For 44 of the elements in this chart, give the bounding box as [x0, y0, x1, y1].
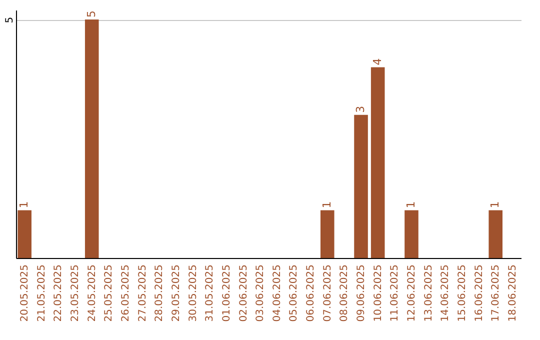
x-tick-label: 18.06.2025	[507, 264, 518, 322]
x-tick-label: 02.06.2025	[238, 264, 250, 322]
x-tick-label: 20.05.2025	[20, 264, 31, 322]
x-tick-label: 31.05.2025	[204, 264, 216, 322]
x-tick-label: 12.06.2025	[406, 264, 418, 322]
bar	[18, 210, 32, 258]
bar	[370, 67, 385, 258]
x-tick-label: 15.06.2025	[456, 264, 468, 322]
x-tick-label: 21.05.2025	[36, 264, 48, 322]
x-tick-label: 22.05.2025	[53, 264, 64, 322]
x-tick-label: 17.06.2025	[490, 264, 502, 322]
x-tick-label: 14.06.2025	[440, 264, 452, 322]
x-tick-label: 07.06.2025	[322, 264, 334, 322]
x-tick-label: 06.06.2025	[306, 264, 317, 322]
data-label: 1	[18, 201, 31, 208]
x-tick-label: 03.06.2025	[255, 264, 266, 322]
x-tick-label: 11.06.2025	[390, 264, 401, 322]
x-tick-label: 10.06.2025	[372, 264, 384, 322]
data-label: 1	[404, 201, 418, 208]
data-label: 4	[370, 58, 384, 66]
x-tick-label: 05.06.2025	[288, 264, 300, 322]
x-tick-label: 09.06.2025	[356, 264, 368, 322]
x-tick-label: 29.05.2025	[170, 264, 182, 322]
x-tick-label: 04.06.2025	[272, 264, 283, 322]
data-label: 1	[320, 201, 334, 208]
data-label: 5	[84, 10, 98, 18]
data-label: 1	[488, 201, 502, 208]
data-label: 3	[354, 106, 368, 113]
x-tick-label: 08.06.2025	[339, 264, 350, 322]
x-tick-label: 24.05.2025	[86, 264, 98, 322]
x-tick-label: 23.05.2025	[70, 264, 82, 322]
x-tick-label: 26.05.2025	[120, 264, 132, 322]
x-tick-label: 28.05.2025	[154, 264, 166, 322]
bar	[320, 210, 334, 258]
x-tick-label: 25.05.2025	[104, 264, 115, 322]
x-tick-label: 13.06.2025	[423, 264, 434, 322]
bar	[404, 210, 418, 258]
x-tick-label: 30.05.2025	[188, 264, 199, 322]
bar	[354, 114, 368, 258]
bar	[488, 210, 502, 258]
bar	[84, 20, 99, 258]
x-tick-label: 01.06.2025	[221, 264, 232, 322]
x-tick-label: 27.05.2025	[137, 264, 148, 322]
x-tick-label: 16.06.2025	[474, 264, 485, 322]
